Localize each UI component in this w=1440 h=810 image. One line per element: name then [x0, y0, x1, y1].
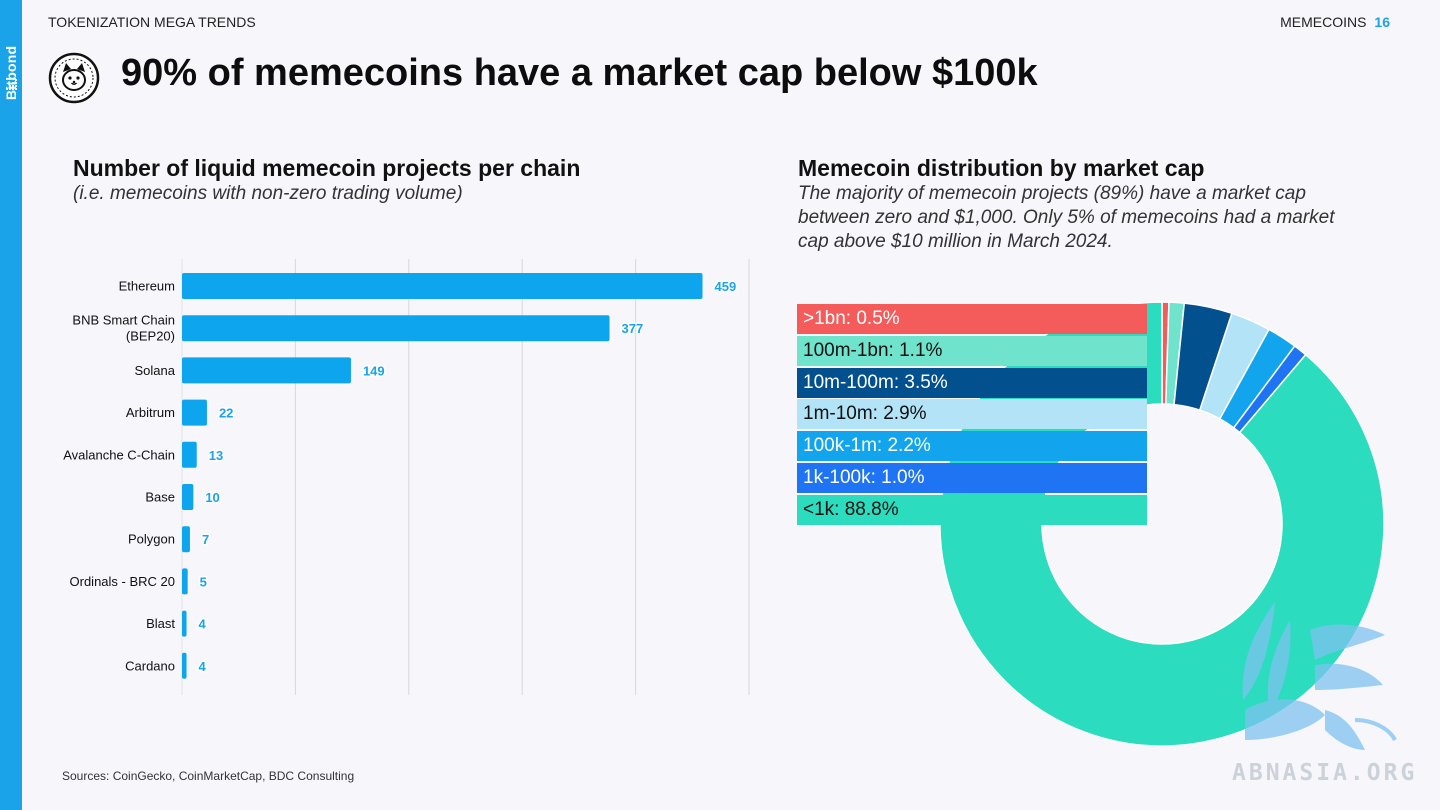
- page-title: 90% of memecoins have a market cap below…: [121, 52, 1038, 94]
- category-label: Base: [145, 490, 175, 505]
- category-label: Solana: [135, 363, 176, 378]
- category-label: Polygon: [128, 532, 175, 547]
- category-label: Avalanche C-Chain: [63, 447, 175, 462]
- value-label: 149: [363, 363, 385, 378]
- legend-item: >1bn: 0.5%: [797, 304, 1147, 334]
- value-label: 22: [219, 406, 233, 421]
- bar: [182, 315, 610, 342]
- griffin-watermark-icon: [1215, 590, 1405, 760]
- value-label: 13: [209, 448, 223, 463]
- category-label: BNB Smart Chain: [72, 313, 175, 328]
- legend-item: 100k-1m: 2.2%: [797, 431, 1147, 462]
- donut-legend: >1bn: 0.5% 100m-1bn: 1.1% 10m-100m: 3.5% 1m…: [797, 304, 1147, 527]
- category-label: (BEP20): [126, 329, 175, 344]
- category-label: Ethereum: [119, 279, 175, 294]
- bar-chart-title: Number of liquid memecoin projects per c…: [73, 155, 581, 181]
- bar: [182, 441, 197, 468]
- bar: [182, 273, 703, 299]
- category-label: Cardano: [125, 658, 175, 673]
- bar-chart: Ethereum 459 BNB Smart Chain(BEP20) 377 Sola…: [63, 259, 750, 695]
- category-label: Blast: [146, 616, 175, 631]
- legend-item: 1k-100k: 1.0%: [797, 462, 1147, 493]
- value-label: 377: [622, 321, 644, 336]
- topic-name: MEMECOINS: [1280, 14, 1367, 30]
- donut-chart-subtitle: The majority of memecoin projects (89%) …: [798, 182, 1335, 254]
- subtitle-line: The majority of memecoin projects (89%) …: [798, 183, 1306, 204]
- brand-logo: Bitbond: [0, 14, 22, 100]
- topic-label: MEMECOINS 16: [1280, 14, 1390, 30]
- legend-item: <1k: 88.8%: [797, 494, 1147, 525]
- value-label: 4: [199, 659, 207, 674]
- sources-note: Sources: CoinGecko, CoinMarketCap, BDC C…: [62, 769, 355, 783]
- value-label: 459: [715, 279, 737, 294]
- legend-item: 100m-1bn: 1.1%: [797, 335, 1147, 366]
- bar: [182, 652, 187, 679]
- value-label: 4: [199, 617, 207, 632]
- bar: [182, 610, 187, 637]
- value-label: 5: [200, 574, 207, 589]
- bar: [182, 399, 207, 426]
- bar: [182, 568, 188, 595]
- category-label: Arbitrum: [126, 405, 175, 420]
- bar: [182, 484, 194, 510]
- category-label: Ordinals - BRC 20: [70, 574, 175, 589]
- brand-sidebar: Bitbond: [0, 0, 22, 810]
- legend-item: 10m-100m: 3.5%: [797, 367, 1147, 398]
- donut-chart-title: Memecoin distribution by market cap: [798, 155, 1205, 181]
- bar-chart-subtitle: (i.e. memecoins with non-zero trading vo…: [73, 183, 463, 204]
- value-label: 7: [202, 532, 209, 547]
- legend-item: 1m-10m: 2.9%: [797, 399, 1147, 430]
- subtitle-line: cap above $10 million in March 2024.: [798, 231, 1113, 252]
- subtitle-line: between zero and $1,000. Only 5% of meme…: [798, 207, 1335, 228]
- bar: [182, 357, 351, 384]
- value-label: 10: [205, 490, 219, 505]
- shiba-logo-icon: [48, 52, 100, 104]
- page-number: 16: [1374, 14, 1390, 30]
- brand-name: Bitbond: [3, 45, 19, 100]
- bar: [182, 526, 190, 553]
- watermark-text: ABNASIA.ORG: [1232, 760, 1418, 786]
- section-label: TOKENIZATION MEGA TRENDS: [48, 14, 256, 30]
